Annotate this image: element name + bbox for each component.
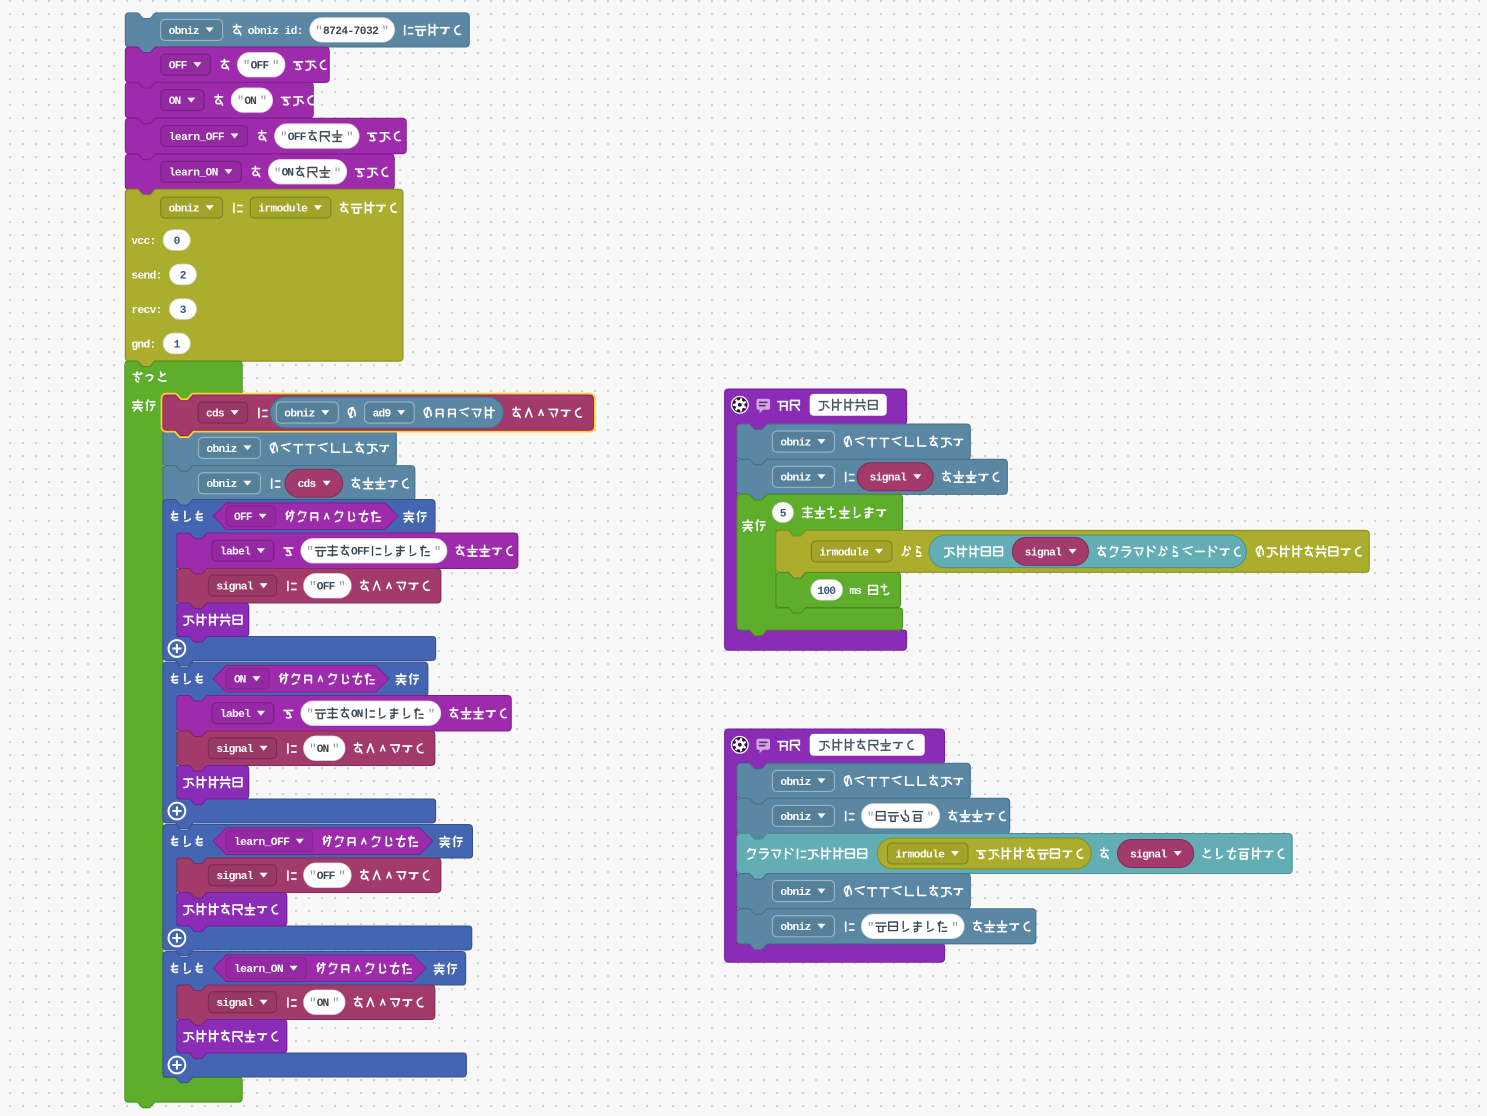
svg-text:2: 2 xyxy=(180,270,187,282)
svg-text:OFF: OFF xyxy=(351,547,370,559)
svg-text:OFF: OFF xyxy=(251,61,270,73)
svg-text:": " xyxy=(346,131,354,145)
svg-text:obniz: obniz xyxy=(780,922,811,934)
svg-text:": " xyxy=(309,870,317,884)
svg-text:ON: ON xyxy=(244,96,256,108)
svg-text:cds: cds xyxy=(206,409,225,421)
svg-text:": " xyxy=(428,708,436,722)
svg-text:ad9: ad9 xyxy=(373,409,392,421)
svg-text:": " xyxy=(332,997,340,1011)
svg-text:obniz: obniz xyxy=(780,777,811,789)
svg-text:": " xyxy=(309,581,317,595)
svg-text:cds: cds xyxy=(298,479,317,491)
svg-text:": " xyxy=(315,25,323,39)
svg-text:obniz: obniz xyxy=(169,204,200,216)
svg-text:learn_OFF: learn_OFF xyxy=(169,132,225,144)
svg-text:": " xyxy=(867,921,875,935)
svg-text:learn_ON: learn_ON xyxy=(234,964,284,976)
svg-text:obniz: obniz xyxy=(284,409,315,421)
svg-text:label: label xyxy=(220,709,251,721)
svg-text:recv:: recv: xyxy=(131,305,162,317)
svg-text:irmodule: irmodule xyxy=(258,204,308,216)
svg-text:": " xyxy=(867,811,875,825)
svg-text:8724-7032: 8724-7032 xyxy=(323,26,379,38)
svg-text:": " xyxy=(338,870,346,884)
svg-text:signal: signal xyxy=(1025,547,1062,559)
svg-text:": " xyxy=(306,708,314,722)
svg-text:": " xyxy=(309,997,317,1011)
svg-text:": " xyxy=(280,131,288,145)
svg-text:signal: signal xyxy=(870,473,907,485)
svg-text:signal: signal xyxy=(1130,849,1167,861)
svg-text:": " xyxy=(260,95,268,109)
svg-text:ms: ms xyxy=(850,586,863,598)
svg-text:": " xyxy=(272,60,280,74)
svg-text:signal: signal xyxy=(216,744,253,756)
svg-text:ON: ON xyxy=(234,675,246,687)
svg-text:": " xyxy=(309,743,317,757)
svg-text:learn_OFF: learn_OFF xyxy=(234,837,290,849)
svg-text:OFF: OFF xyxy=(317,871,336,883)
svg-text:1: 1 xyxy=(174,339,181,351)
svg-text:signal: signal xyxy=(216,998,253,1010)
svg-text:": " xyxy=(274,167,282,181)
svg-text:0: 0 xyxy=(174,236,181,248)
svg-text:learn_ON: learn_ON xyxy=(169,168,219,180)
svg-text:OFF: OFF xyxy=(317,582,336,594)
svg-text:obniz: obniz xyxy=(206,479,237,491)
svg-text:obniz: obniz xyxy=(169,26,200,38)
svg-text:obniz: obniz xyxy=(780,887,811,899)
svg-text:": " xyxy=(338,581,346,595)
svg-text:OFF: OFF xyxy=(169,61,188,73)
svg-text:obniz: obniz xyxy=(780,438,811,450)
svg-text:obniz: obniz xyxy=(780,473,811,485)
svg-text:OFF: OFF xyxy=(234,512,253,524)
svg-text:100: 100 xyxy=(817,586,836,598)
svg-text:ON: ON xyxy=(351,709,363,721)
svg-text:": " xyxy=(237,95,245,109)
svg-text:ON: ON xyxy=(317,744,329,756)
svg-text:": " xyxy=(332,743,340,757)
svg-text:OFF: OFF xyxy=(288,132,307,144)
svg-text:irmodule: irmodule xyxy=(895,849,945,861)
svg-text:": " xyxy=(434,546,442,560)
svg-text:vcc:: vcc: xyxy=(131,236,156,248)
svg-text:": " xyxy=(951,921,959,935)
svg-text:": " xyxy=(382,25,390,39)
svg-text:": " xyxy=(334,167,342,181)
svg-text:": " xyxy=(927,811,935,825)
svg-text:": " xyxy=(243,60,251,74)
svg-text:5: 5 xyxy=(780,508,787,520)
svg-text:send:: send: xyxy=(131,270,162,282)
svg-text:ON: ON xyxy=(282,168,294,180)
svg-text:ON: ON xyxy=(317,998,329,1010)
svg-text:3: 3 xyxy=(180,305,187,317)
svg-text:signal: signal xyxy=(216,871,253,883)
svg-text:label: label xyxy=(220,547,251,559)
svg-text:irmodule: irmodule xyxy=(819,547,869,559)
svg-text:obniz: obniz xyxy=(780,812,811,824)
svg-text:obniz: obniz xyxy=(206,444,237,456)
svg-text:signal: signal xyxy=(216,582,253,594)
svg-text:": " xyxy=(306,546,314,560)
svg-text:gnd:: gnd: xyxy=(131,339,156,351)
svg-text:ON: ON xyxy=(169,96,181,108)
svg-text:obniz id:: obniz id: xyxy=(248,26,304,38)
